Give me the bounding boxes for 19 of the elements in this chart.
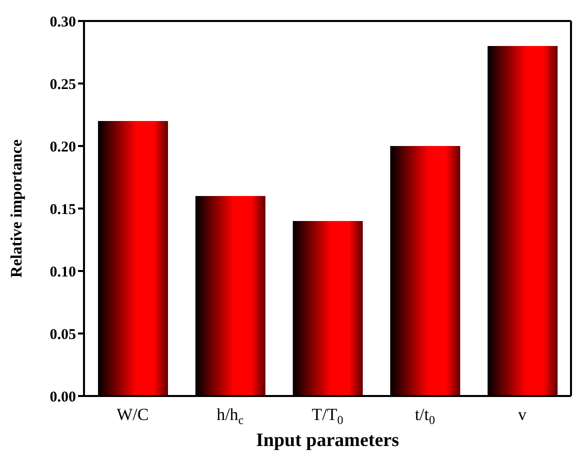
bar — [292, 221, 363, 396]
x-tick-label: t/t$_{0}$ — [414, 405, 435, 427]
x-tick-label: W/C — [116, 405, 149, 424]
bar — [390, 146, 460, 396]
y-tick-label: 0.05 — [50, 326, 76, 343]
y-tick-label: 0.30 — [50, 14, 76, 30]
y-axis-title: Relative importance — [8, 139, 26, 278]
y-tick-label: 0.15 — [50, 202, 76, 218]
y-tick-label: 0.10 — [50, 264, 76, 280]
x-tick-label: h/h$_{c}$ — [216, 405, 244, 427]
y-tick-label: 0.00 — [50, 389, 76, 406]
bar — [488, 46, 558, 396]
bar — [98, 121, 168, 396]
bar — [195, 196, 266, 396]
x-tick-label: v — [518, 405, 528, 424]
x-tick-label: T/T$_{0}$ — [312, 405, 344, 427]
x-axis-title: Input parameters — [256, 430, 400, 451]
y-tick-label: 0.25 — [50, 76, 76, 93]
y-tick-label: 0.20 — [50, 139, 76, 156]
